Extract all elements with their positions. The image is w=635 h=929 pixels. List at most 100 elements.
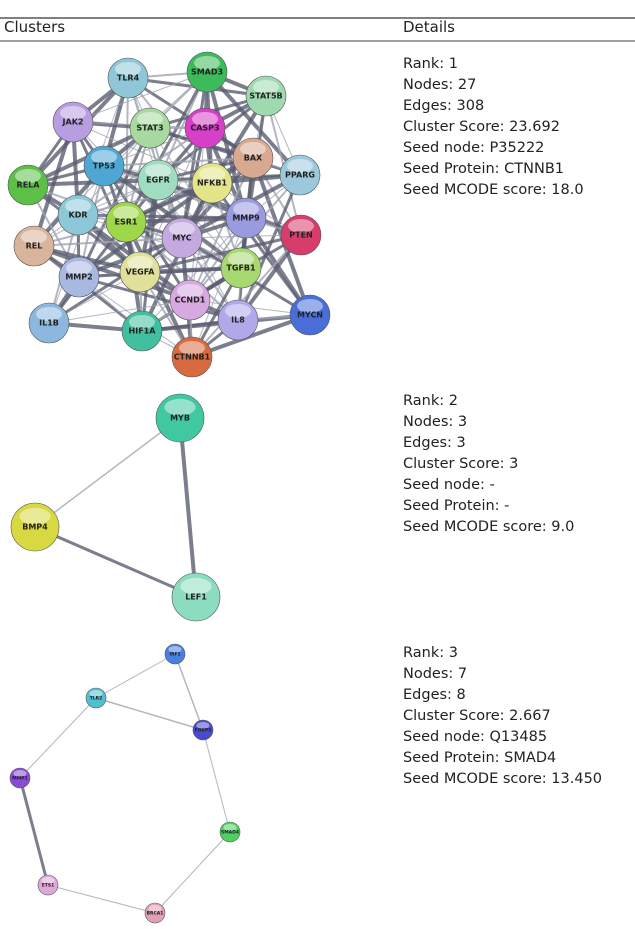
node — [232, 137, 274, 179]
node-label: CCND1 — [175, 296, 206, 305]
node — [83, 145, 125, 187]
node-label: MMP2 — [65, 273, 92, 282]
node-label: MMP9 — [232, 214, 260, 223]
edge — [34, 417, 181, 528]
node — [171, 336, 213, 378]
node — [184, 107, 226, 149]
edge — [191, 234, 302, 358]
node — [169, 279, 211, 321]
edge — [18, 777, 50, 886]
node-label: EGFR — [146, 176, 170, 185]
detail-line: Seed MCODE score: 13.450 — [403, 771, 602, 787]
node-label: TP53 — [93, 162, 115, 171]
node-label: SMAD3 — [191, 68, 223, 77]
nodes: TLR4 SMAD3 STAT5B JAK2 STAT3 CASP3 BAX TP53 EGFR… — [7, 51, 331, 924]
node-highlight — [297, 299, 323, 313]
edge — [154, 831, 231, 914]
detail-line: Edges: 8 — [403, 687, 466, 703]
header-details: Details — [403, 18, 455, 36]
node-highlight — [148, 905, 162, 912]
edge — [149, 127, 242, 269]
detail-line: Seed Protein: CTNNB1 — [403, 161, 564, 177]
edge — [19, 697, 97, 779]
node-label: RELA — [17, 181, 41, 190]
node-label: CASP3 — [190, 124, 219, 133]
detail-line: Nodes: 27 — [403, 77, 476, 93]
node-label: ETS1 — [42, 883, 55, 889]
detail-line: Cluster Score: 3 — [403, 456, 518, 472]
node — [220, 247, 262, 289]
edge — [191, 217, 247, 358]
node-label: MMP1 — [12, 776, 27, 782]
detail-line: Nodes: 3 — [403, 414, 467, 430]
node-label: CTNNB1 — [174, 353, 211, 362]
detail-line: Seed Protein: - — [403, 498, 509, 514]
node-label: ESR1 — [115, 218, 138, 227]
edge — [178, 417, 198, 598]
edge — [95, 697, 204, 731]
node-highlight — [41, 877, 55, 884]
edge — [77, 214, 242, 269]
node — [85, 687, 107, 709]
node — [191, 162, 233, 204]
node-highlight — [60, 106, 86, 120]
node-highlight — [228, 252, 254, 266]
node — [28, 302, 70, 344]
detail-line: Cluster Score: 23.692 — [403, 119, 560, 135]
node — [171, 572, 221, 622]
node — [192, 719, 214, 741]
node-highlight — [145, 164, 171, 178]
node-highlight — [65, 199, 91, 213]
node — [144, 902, 166, 924]
node-highlight — [127, 256, 153, 270]
edge — [103, 157, 254, 167]
node-highlight — [223, 824, 237, 831]
node-highlight — [199, 167, 225, 181]
node-label: STAT3 — [136, 124, 163, 133]
node-highlight — [113, 206, 139, 220]
detail-line: Seed MCODE score: 18.0 — [403, 182, 584, 198]
node-highlight — [240, 142, 266, 156]
detail-line: Rank: 2 — [403, 393, 458, 409]
detail-line: Rank: 1 — [403, 56, 458, 72]
node-label: TGFB1 — [226, 264, 256, 273]
node-label: MYC — [172, 234, 191, 243]
node — [7, 164, 49, 206]
detail-line: Seed node: P35222 — [403, 140, 544, 156]
node — [219, 821, 241, 843]
edge — [34, 525, 197, 599]
node-label: IL8 — [231, 316, 245, 325]
node — [161, 217, 203, 259]
node — [164, 643, 186, 665]
node-label: TLR2 — [90, 696, 103, 702]
detail-line: Seed Protein: SMAD4 — [403, 750, 556, 766]
header-clusters: Clusters — [4, 18, 65, 36]
node — [58, 256, 100, 298]
node-highlight — [164, 398, 196, 416]
edge — [202, 729, 231, 833]
node — [129, 107, 171, 149]
node-highlight — [91, 150, 117, 164]
node — [119, 251, 161, 293]
node-highlight — [115, 62, 141, 76]
node-label: PTEN — [289, 231, 312, 240]
node-highlight — [225, 304, 251, 318]
node — [10, 502, 60, 552]
edge — [72, 71, 208, 123]
node-highlight — [137, 112, 163, 126]
node — [137, 159, 179, 201]
node-label: NFKB1 — [197, 179, 227, 188]
node — [186, 51, 228, 93]
detail-line: Edges: 3 — [403, 435, 466, 451]
edge — [48, 299, 191, 324]
node-label: SMAD4 — [221, 830, 239, 836]
node — [107, 57, 149, 99]
node — [9, 767, 31, 789]
detail-line: Nodes: 7 — [403, 666, 467, 682]
node-label: MYB — [170, 414, 190, 423]
node-label: STAT5B — [249, 92, 282, 101]
edge — [48, 236, 183, 325]
node-label: BMP4 — [22, 523, 48, 532]
node-highlight — [15, 169, 41, 183]
node — [245, 75, 287, 117]
